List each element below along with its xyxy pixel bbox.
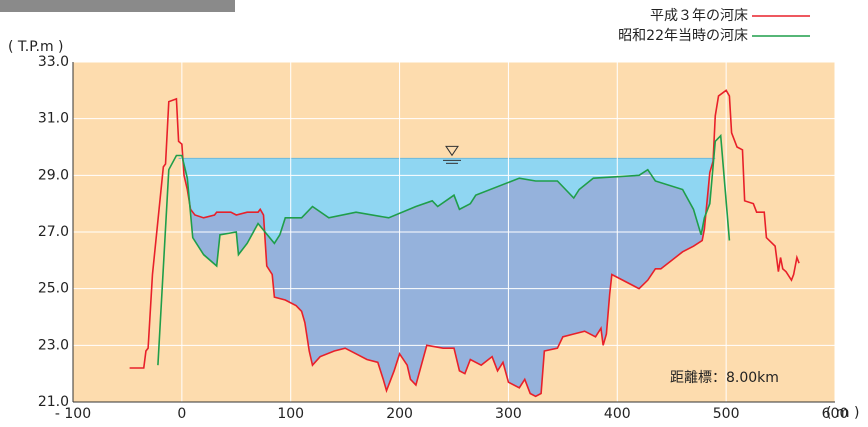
x-tick-label: 200	[386, 406, 413, 422]
x-tick-label: 300	[495, 406, 522, 422]
chart: ( T.P.m ) ( m ) 21.023.025.027.029.031.0…	[0, 0, 868, 423]
y-tick-label: 29.0	[38, 167, 69, 183]
photo-strip	[0, 0, 235, 12]
y-tick-label: 25.0	[38, 281, 69, 297]
y-axis-label: ( T.P.m )	[8, 39, 64, 55]
x-tick-label: 500	[713, 406, 740, 422]
legend-label: 平成３年の河床	[650, 8, 748, 24]
x-tick-label: 400	[604, 406, 631, 422]
x-tick-label: - 100	[55, 406, 91, 422]
y-tick-label: 23.0	[38, 337, 69, 353]
y-tick-label: 33.0	[38, 54, 69, 70]
annotation: 距離標：8.00km	[670, 369, 779, 386]
y-tick-label: 31.0	[38, 111, 69, 127]
y-tick-label: 27.0	[38, 224, 69, 240]
legend-label: 昭和22年当時の河床	[618, 28, 748, 44]
x-tick-label: 0	[177, 406, 186, 422]
x-tick-label: 100	[277, 406, 304, 422]
x-tick-label: 600	[822, 406, 849, 422]
